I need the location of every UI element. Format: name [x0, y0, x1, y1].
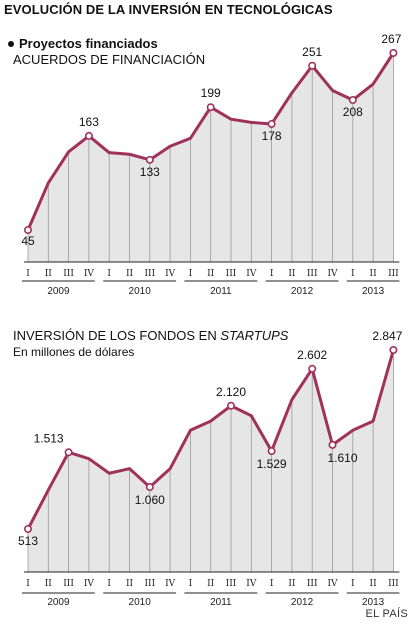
- data-label: 208: [343, 105, 363, 119]
- x-tick-label: I: [351, 269, 355, 279]
- x-tick-label: IV: [327, 269, 338, 279]
- x-tick-label: III: [63, 579, 74, 589]
- x-tick-label: II: [370, 579, 378, 589]
- data-label: 178: [262, 129, 282, 143]
- data-label: 133: [140, 165, 160, 179]
- data-point-marker: [308, 364, 317, 373]
- data-point-marker: [23, 226, 32, 235]
- data-label: 2.602: [297, 348, 327, 362]
- data-label: 1.529: [257, 457, 287, 471]
- x-tick-label: I: [270, 579, 274, 589]
- x-tick-label: IV: [246, 579, 257, 589]
- year-label: 2013: [362, 286, 385, 297]
- year-label: 2012: [291, 286, 314, 297]
- x-tick-label: IV: [165, 269, 176, 279]
- x-tick-label: I: [26, 269, 30, 279]
- data-point-marker: [267, 447, 276, 456]
- x-tick-label: III: [226, 579, 237, 589]
- x-tick-label: I: [189, 579, 193, 589]
- data-point-marker: [348, 96, 357, 105]
- data-label: 1.060: [135, 493, 165, 507]
- x-tick-label: II: [288, 269, 296, 279]
- x-tick-label: III: [63, 269, 74, 279]
- year-label: 2010: [129, 597, 152, 608]
- data-point-marker: [64, 448, 73, 457]
- x-tick-label: III: [388, 269, 399, 279]
- data-point-marker: [23, 525, 32, 534]
- year-label: 2011: [210, 286, 232, 297]
- data-label: 199: [201, 86, 221, 100]
- page-title: EVOLUCIÓN DE LA INVERSIÓN EN TECNOLÓGICA…: [4, 2, 333, 17]
- data-point-marker: [145, 155, 154, 164]
- x-tick-label: III: [307, 269, 318, 279]
- x-tick-label: III: [307, 579, 318, 589]
- x-tick-label: II: [45, 269, 53, 279]
- data-point-marker: [389, 48, 398, 57]
- year-label: 2011: [210, 597, 232, 608]
- data-point-marker: [328, 440, 337, 449]
- source-credit: EL PAÍS: [365, 608, 408, 620]
- x-tick-label: IV: [246, 269, 257, 279]
- chart-2-title-main: INVERSIÓN DE LOS FONDOS EN: [13, 328, 221, 343]
- x-tick-label: II: [45, 579, 53, 589]
- x-tick-label: I: [351, 579, 355, 589]
- data-point-marker: [206, 103, 215, 112]
- chart-1-title: ACUERDOS DE FINANCIACIÓN: [13, 52, 206, 67]
- data-point-marker: [308, 61, 317, 70]
- chart-2-title: INVERSIÓN DE LOS FONDOS EN STARTUPS: [13, 328, 288, 343]
- x-tick-label: IV: [165, 579, 176, 589]
- data-point-marker: [84, 131, 93, 140]
- data-point-marker: [145, 483, 154, 492]
- data-label: 1.610: [327, 451, 357, 465]
- x-tick-label: I: [270, 269, 274, 279]
- x-tick-label: II: [207, 579, 215, 589]
- data-label: 267: [381, 32, 401, 46]
- data-label: 2.120: [216, 385, 246, 399]
- data-point-marker: [227, 401, 236, 410]
- year-label: 2013: [362, 597, 385, 608]
- data-label: 2.847: [372, 329, 402, 343]
- x-tick-label: III: [226, 269, 237, 279]
- year-label: 2012: [291, 597, 314, 608]
- data-point-marker: [267, 119, 276, 128]
- year-label: 2009: [47, 286, 70, 297]
- x-tick-label: III: [144, 269, 155, 279]
- x-tick-label: IV: [327, 579, 338, 589]
- year-label: 2010: [129, 286, 152, 297]
- x-tick-label: IV: [84, 579, 95, 589]
- bullet-icon: [8, 40, 14, 47]
- section-heading-text: Proyectos financiados: [19, 36, 158, 51]
- x-tick-label: II: [207, 269, 215, 279]
- x-tick-label: III: [144, 579, 155, 589]
- chart-2-title-emphasis: STARTUPS: [220, 328, 289, 343]
- x-tick-label: II: [370, 269, 378, 279]
- data-label: 163: [79, 115, 99, 129]
- data-label: 1.513: [34, 431, 64, 445]
- x-tick-label: I: [107, 269, 111, 279]
- data-label: 45: [21, 234, 35, 248]
- section-heading: Proyectos financiados: [8, 36, 158, 51]
- x-tick-label: I: [26, 579, 30, 589]
- chart-2-units: En millones de dólares: [13, 345, 135, 359]
- x-tick-label: II: [126, 269, 134, 279]
- data-label: 251: [302, 45, 322, 59]
- x-tick-label: II: [288, 579, 296, 589]
- x-tick-label: II: [126, 579, 134, 589]
- x-tick-label: I: [107, 579, 111, 589]
- x-tick-label: IV: [84, 269, 95, 279]
- data-label: 513: [18, 534, 38, 548]
- data-point-marker: [389, 345, 398, 354]
- year-label: 2009: [47, 597, 70, 608]
- x-tick-label: III: [388, 579, 399, 589]
- x-tick-label: I: [189, 269, 193, 279]
